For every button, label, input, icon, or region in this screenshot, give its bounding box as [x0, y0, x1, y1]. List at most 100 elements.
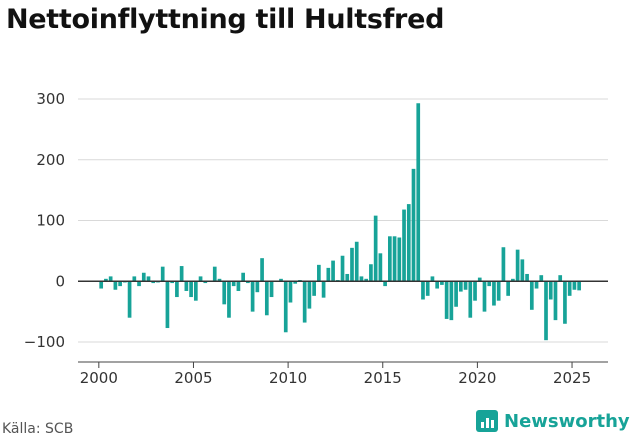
bar	[141, 272, 146, 282]
bar	[496, 281, 501, 301]
x-tick-label: 2005	[174, 369, 212, 387]
bar	[184, 281, 189, 291]
bar	[118, 281, 122, 287]
bar	[378, 253, 383, 282]
bar	[520, 259, 525, 282]
chart-title: Nettoinflyttning till Hultsfred	[6, 4, 445, 35]
bar	[288, 281, 293, 303]
bar	[246, 281, 250, 284]
bar	[359, 276, 364, 282]
bar	[458, 281, 463, 292]
bar-series	[99, 103, 581, 341]
bar	[307, 281, 312, 309]
bar	[321, 281, 326, 298]
bar	[250, 281, 255, 312]
y-tick-label: −100	[24, 333, 65, 351]
bar	[99, 281, 104, 289]
bar	[264, 281, 269, 316]
bar	[567, 281, 572, 296]
bar	[482, 281, 487, 312]
bar	[558, 275, 563, 282]
bar	[506, 281, 510, 296]
bar	[411, 168, 416, 282]
bar-chart-logo-icon	[476, 410, 498, 432]
bar	[326, 267, 331, 282]
bar	[193, 281, 198, 301]
bar	[104, 278, 108, 282]
bar	[468, 281, 473, 318]
x-tick-label: 2010	[269, 369, 307, 387]
y-axis: −100 0 100 200 300	[24, 90, 65, 351]
bar	[137, 281, 141, 287]
bar	[383, 281, 387, 287]
bar	[146, 276, 151, 282]
bar	[511, 278, 515, 282]
bar	[544, 281, 548, 341]
bar	[132, 276, 137, 282]
bar	[269, 281, 274, 298]
bar	[260, 258, 264, 282]
bar	[416, 103, 421, 282]
bar	[492, 281, 496, 306]
bar	[231, 281, 236, 287]
bar	[397, 237, 402, 282]
bar	[151, 281, 156, 284]
x-tick-label: 2025	[553, 369, 591, 387]
bar	[160, 266, 165, 282]
bar	[236, 281, 241, 291]
bar	[217, 278, 222, 282]
bar	[312, 281, 316, 296]
bar	[302, 281, 307, 323]
bar	[227, 281, 231, 318]
bar	[279, 278, 283, 282]
bar	[463, 281, 468, 290]
y-tick-label: 100	[36, 212, 65, 230]
bar	[212, 266, 217, 282]
x-tick-label: 2015	[364, 369, 402, 387]
bar	[165, 281, 170, 329]
bar	[350, 247, 354, 282]
bar	[539, 275, 544, 282]
bar	[373, 215, 378, 282]
bar	[529, 281, 534, 310]
bar	[222, 281, 227, 305]
bar	[340, 255, 345, 282]
bar	[345, 273, 350, 282]
bar	[435, 281, 440, 289]
bar	[170, 281, 175, 284]
bar	[577, 281, 581, 291]
bar	[454, 281, 458, 307]
bar	[354, 241, 359, 282]
bar	[449, 281, 454, 321]
brand-name: Newsworthy	[504, 410, 630, 432]
bar	[525, 273, 529, 282]
bar	[444, 281, 449, 319]
bar	[406, 204, 411, 282]
y-tick-label: 0	[55, 272, 65, 290]
bar	[477, 277, 482, 282]
y-tick-label: 300	[36, 90, 65, 108]
bar	[317, 264, 321, 282]
x-axis: 2000 2005 2010 2015 2020 2025	[78, 361, 608, 387]
bar	[440, 281, 444, 285]
bar	[421, 281, 425, 300]
bar	[255, 281, 260, 293]
bar	[283, 281, 288, 333]
bar	[473, 281, 477, 301]
grid-lines	[78, 98, 608, 343]
bar	[369, 264, 373, 282]
brand-logo: Newsworthy	[476, 410, 630, 432]
bar	[430, 276, 435, 282]
source-note: Källa: SCB	[2, 421, 74, 437]
bar	[364, 278, 369, 282]
bar	[198, 276, 203, 282]
bar	[241, 272, 245, 282]
bar	[402, 209, 406, 282]
bar	[563, 281, 567, 324]
bar	[388, 236, 392, 282]
bar	[179, 266, 184, 282]
bar	[108, 276, 113, 282]
bar	[425, 281, 430, 296]
bar	[175, 281, 179, 298]
